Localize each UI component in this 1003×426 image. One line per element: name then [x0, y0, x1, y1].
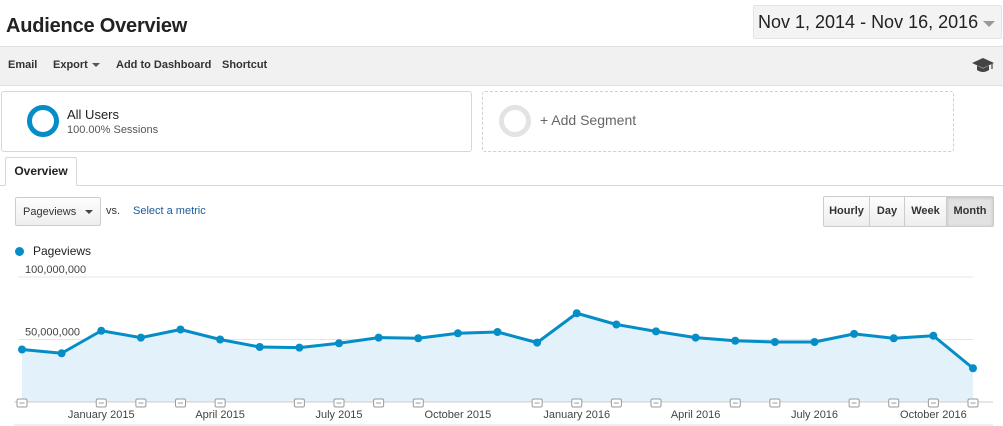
- x-tick-label: July 2016: [791, 409, 838, 421]
- month-button[interactable]: Month: [947, 197, 993, 226]
- legend-label: Pageviews: [33, 244, 92, 258]
- segment-all-users[interactable]: All Users 100.00% Sessions: [1, 91, 472, 152]
- data-point: [18, 345, 26, 354]
- x-tick-label: October 2016: [900, 409, 967, 421]
- add-to-dashboard-button[interactable]: Add to Dashboard: [116, 59, 212, 71]
- y-tick-label: 100,000,000: [25, 264, 86, 276]
- data-point: [929, 331, 938, 340]
- data-point: [691, 333, 700, 342]
- date-range-label: Nov 1, 2014 - Nov 16, 2016: [758, 12, 979, 32]
- header: Audience Overview Nov 1, 2014 - Nov 16, …: [0, 0, 1003, 46]
- data-point: [612, 320, 621, 329]
- y-tick-label: 50,000,000: [25, 327, 80, 339]
- data-point: [889, 334, 898, 343]
- week-button[interactable]: Week: [905, 197, 947, 226]
- segment-ring-icon: [27, 105, 59, 137]
- empty-segment-ring-icon: [499, 105, 531, 137]
- data-point: [969, 364, 977, 373]
- chevron-down-icon: [983, 21, 995, 27]
- export-button[interactable]: Export: [53, 59, 100, 71]
- page-title: Audience Overview: [6, 15, 188, 37]
- caret-down-icon: [85, 210, 93, 214]
- metric-select-value: Pageviews: [23, 206, 77, 218]
- tab-bar-divider: [0, 185, 1003, 186]
- data-point: [652, 327, 660, 336]
- select-metric-link[interactable]: Select a metric: [133, 205, 206, 217]
- data-point: [414, 334, 423, 343]
- metric-select[interactable]: Pageviews: [15, 197, 101, 226]
- data-point: [731, 336, 740, 345]
- x-tick-label: January 2015: [68, 409, 135, 421]
- tab-overview[interactable]: Overview: [5, 157, 77, 186]
- caret-down-icon: [91, 63, 100, 68]
- graduation-cap-icon[interactable]: [972, 57, 994, 75]
- granularity-toggle: Hourly Day Week Month: [823, 196, 994, 227]
- data-point: [493, 328, 502, 336]
- x-tick-label: April 2016: [671, 409, 721, 421]
- data-point: [810, 338, 819, 346]
- data-point: [97, 326, 106, 335]
- data-point: [850, 329, 859, 338]
- x-tick-label: April 2015: [195, 409, 245, 421]
- export-label: Export: [53, 59, 88, 71]
- x-tick-label: January 2016: [543, 409, 610, 421]
- data-point: [533, 338, 542, 347]
- data-point: [57, 349, 66, 358]
- data-point: [374, 333, 383, 342]
- data-point: [176, 325, 185, 334]
- date-range-picker[interactable]: Nov 1, 2014 - Nov 16, 2016: [753, 5, 1002, 39]
- data-point: [453, 329, 462, 338]
- data-point: [136, 333, 145, 342]
- data-point: [295, 343, 304, 352]
- legend-dot: [15, 247, 24, 256]
- segment-name: All Users: [67, 107, 120, 122]
- add-segment-label: + Add Segment: [540, 112, 637, 128]
- report-toolbar: Email Export Add to Dashboard Shortcut: [0, 46, 1003, 86]
- vs-label: vs.: [106, 205, 121, 217]
- data-point: [572, 309, 581, 318]
- add-segment-button[interactable]: + Add Segment: [482, 91, 954, 152]
- email-button[interactable]: Email: [8, 59, 38, 71]
- pageviews-chart: 100,000,000 50,000,000 January 2015 April 2…: [14, 264, 993, 426]
- hourly-button[interactable]: Hourly: [824, 197, 870, 226]
- x-tick-label: October 2015: [425, 409, 492, 421]
- data-point: [255, 343, 264, 351]
- day-button[interactable]: Day: [870, 197, 905, 226]
- shortcut-button[interactable]: Shortcut: [222, 59, 268, 71]
- data-point: [216, 335, 225, 344]
- segment-detail: 100.00% Sessions: [67, 124, 159, 136]
- series-area: [22, 313, 973, 402]
- data-point: [770, 338, 779, 346]
- x-tick-label: July 2015: [315, 409, 362, 421]
- data-point: [335, 339, 343, 348]
